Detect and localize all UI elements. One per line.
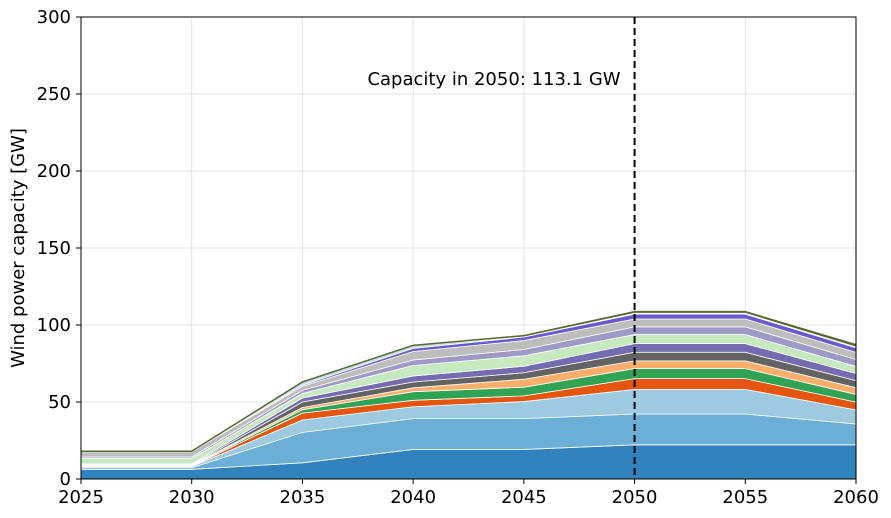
annotation-text: Capacity in 2050: 113.1 GW <box>367 69 620 90</box>
x-axis-ticks: 2025 2030 2035 2040 2045 2050 2055 2060 <box>58 479 879 508</box>
y-tick-label: 200 <box>37 161 71 182</box>
x-tick-label: 2060 <box>833 487 879 508</box>
x-tick-label: 2055 <box>722 487 768 508</box>
annotation-group: Capacity in 2050: 113.1 GW <box>367 17 636 479</box>
y-tick-label: 100 <box>37 315 71 336</box>
y-tick-label: 250 <box>37 84 71 105</box>
area-series-group <box>80 310 857 480</box>
y-tick-label: 300 <box>37 7 71 28</box>
x-tick-label: 2050 <box>612 487 658 508</box>
y-axis-ticks: 0 50 100 150 200 250 300 <box>37 7 81 490</box>
x-tick-label: 2030 <box>169 487 215 508</box>
x-tick-label: 2045 <box>501 487 547 508</box>
y-axis-label: Wind power capacity [GW] <box>8 128 29 368</box>
area-top-outline <box>81 310 857 453</box>
y-tick-label: 150 <box>37 238 71 259</box>
x-tick-label: 2040 <box>390 487 436 508</box>
x-tick-label: 2035 <box>280 487 326 508</box>
x-tick-label: 2025 <box>58 487 104 508</box>
y-tick-label: 50 <box>48 392 71 413</box>
y-tick-label: 0 <box>60 469 71 490</box>
